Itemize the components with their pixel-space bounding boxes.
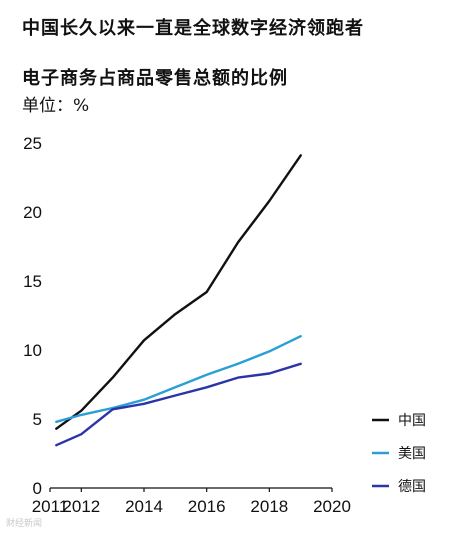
series-line	[55, 154, 302, 430]
chart-title: 中国长久以来一直是全球数字经济领跑者	[22, 18, 364, 39]
y-tick-label: 15	[23, 272, 42, 291]
y-tick-label: 20	[23, 203, 42, 222]
x-tick-label: 2020	[313, 497, 351, 516]
x-tick-label: 2011	[32, 497, 69, 516]
watermark: 财经新闻	[6, 519, 43, 529]
series-line	[55, 362, 302, 447]
legend-label: 德国	[398, 479, 426, 495]
y-tick-label: 25	[23, 134, 42, 153]
legend-label: 中国	[398, 413, 426, 429]
y-tick-label: 10	[23, 341, 42, 360]
x-tick-label: 2014	[125, 497, 163, 516]
legend-label: 美国	[398, 446, 426, 462]
x-tick-label: 2016	[188, 497, 226, 516]
unit-label: 单位：%	[22, 96, 90, 116]
y-tick-label: 0	[33, 479, 42, 498]
x-tick-label: 2018	[250, 497, 288, 516]
series-line	[55, 335, 302, 423]
y-tick-label: 5	[33, 410, 42, 429]
x-tick-label: 2012	[62, 497, 100, 516]
chart-subtitle: 电子商务占商品零售总额的比例	[22, 68, 288, 89]
